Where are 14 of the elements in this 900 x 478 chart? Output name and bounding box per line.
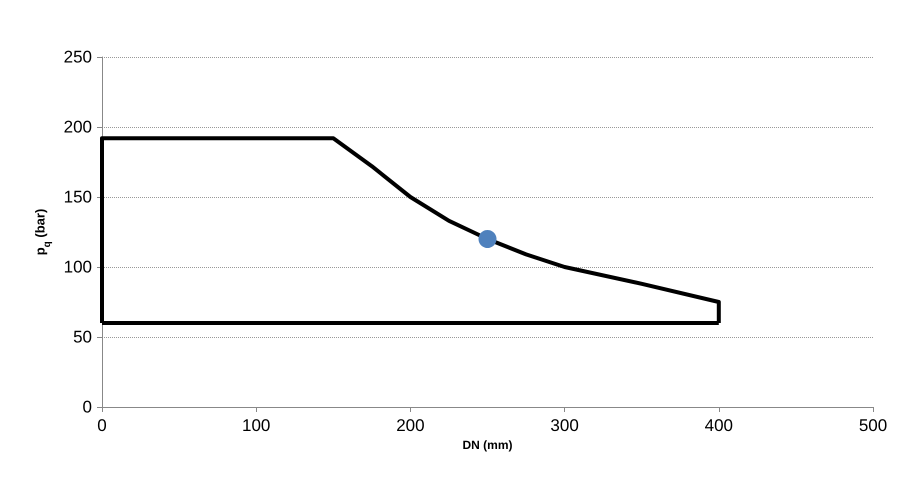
x-axis-title: DN (mm) (462, 438, 512, 452)
x-tick-label: 400 (704, 416, 733, 435)
y-tick-label: 250 (64, 48, 92, 66)
y-axis-title: pq (bar) (32, 208, 54, 256)
x-tick-label: 0 (97, 416, 107, 435)
y-tick-label: 150 (64, 188, 92, 206)
x-tick-label: 500 (858, 416, 888, 435)
y-tick-label: 200 (64, 118, 92, 136)
y-tick-label: 100 (64, 258, 92, 276)
y-tick-label: 0 (82, 398, 92, 416)
x-tick-label: 100 (242, 416, 270, 435)
y-tick-label: 50 (73, 328, 92, 346)
x-tick-label: 300 (550, 416, 579, 435)
x-tick-label: 200 (396, 416, 425, 435)
